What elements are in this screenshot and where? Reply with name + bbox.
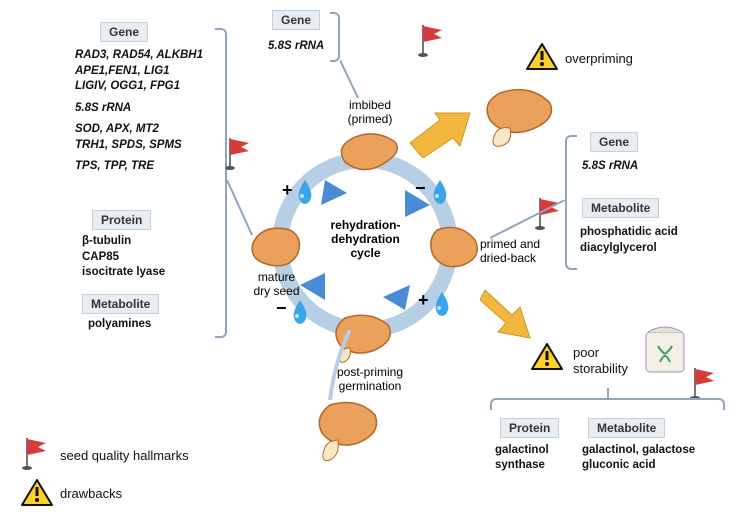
lower-metabolite: galactinol, galactose gluconic acid bbox=[582, 443, 695, 473]
seed-primed-dried bbox=[425, 225, 485, 270]
legend-warn-text: drawbacks bbox=[60, 486, 122, 501]
flag-icon-left bbox=[225, 135, 255, 170]
plus-1: + bbox=[282, 180, 293, 201]
connector-left bbox=[227, 180, 257, 240]
minus-1: − bbox=[415, 178, 426, 199]
warning-icon-legend bbox=[20, 478, 54, 508]
top-bracket bbox=[330, 12, 340, 62]
warning-icon-top bbox=[525, 42, 559, 72]
left-proteins: β-tubulin CAP85 isocitrate lyase bbox=[82, 234, 165, 281]
cycle-title: rehydration- dehydration cycle bbox=[318, 218, 413, 260]
cycle-title-l1: rehydration- bbox=[318, 218, 413, 232]
drop-icon-4 bbox=[290, 300, 310, 326]
right-metabolites: phosphatidic acid diacylglycerol bbox=[580, 225, 678, 256]
lower-protein: galactinol synthase bbox=[495, 443, 549, 473]
poor-storability-text: poor storability bbox=[573, 345, 628, 376]
lower-protein-label: Protein bbox=[500, 418, 559, 438]
right-gene-label: Gene bbox=[590, 132, 638, 152]
left-metabolite-label: Metabolite bbox=[82, 294, 159, 314]
left-genes: RAD3, RAD54, ALKBH1 APE1,FEN1, LIG1 LIGI… bbox=[75, 48, 203, 175]
right-gene: 5.8S rRNA bbox=[582, 160, 638, 172]
germination-curve bbox=[325, 330, 365, 410]
connector-top bbox=[340, 60, 370, 100]
left-gene-label: Gene bbox=[100, 22, 148, 42]
minus-2: − bbox=[276, 298, 287, 319]
right-metabolite-label: Metabolite bbox=[582, 198, 659, 218]
overpriming-text: overpriming bbox=[565, 51, 633, 66]
left-bracket bbox=[215, 28, 227, 338]
connector-right bbox=[490, 200, 568, 240]
top-gene-label: Gene bbox=[272, 10, 320, 30]
top-gene: 5.8S rRNA bbox=[268, 40, 324, 52]
flag-icon-top bbox=[418, 22, 448, 57]
drop-icon-1 bbox=[295, 180, 315, 206]
seed-overprimed bbox=[475, 78, 560, 148]
flag-icon-lower bbox=[690, 365, 720, 400]
label-imbibed: imbibed (primed) bbox=[330, 98, 410, 127]
label-primed-dried: primed and dried-back bbox=[480, 237, 560, 266]
cycle-title-l3: cycle bbox=[318, 246, 413, 260]
plus-2: + bbox=[418, 290, 429, 311]
drop-icon-3 bbox=[432, 292, 452, 318]
left-protein-label: Protein bbox=[92, 210, 151, 230]
left-metabolites: polyamines bbox=[88, 318, 151, 330]
seed-bag-icon bbox=[640, 320, 690, 375]
yellow-arrow-right bbox=[480, 280, 540, 340]
yellow-arrow-top bbox=[405, 108, 475, 158]
label-mature: mature dry seed bbox=[244, 270, 309, 299]
lower-bracket-stem bbox=[607, 388, 609, 400]
legend-flag-text: seed quality hallmarks bbox=[60, 448, 189, 463]
cycle-title-l2: dehydration bbox=[318, 232, 413, 246]
lower-metabolite-label: Metabolite bbox=[588, 418, 665, 438]
flag-icon-legend bbox=[22, 435, 52, 470]
drop-icon-2 bbox=[430, 180, 450, 206]
warning-icon-lower bbox=[530, 342, 564, 372]
seed-imbibed bbox=[335, 132, 405, 174]
